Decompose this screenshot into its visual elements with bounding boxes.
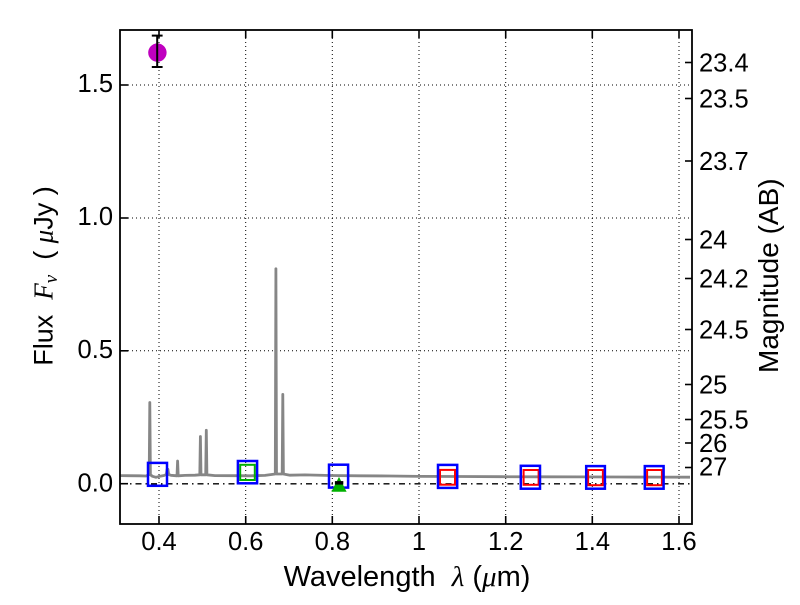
svg-text:0.0: 0.0	[78, 470, 113, 498]
svg-text:26: 26	[699, 430, 727, 458]
svg-text:23.4: 23.4	[699, 50, 749, 78]
svg-text:0.6: 0.6	[228, 528, 263, 556]
svg-text:1.4: 1.4	[575, 528, 610, 556]
svg-text:0.4: 0.4	[141, 528, 176, 556]
svg-text:Wavelength λ (μm): Wavelength λ (μm)	[284, 561, 531, 593]
svg-text:25: 25	[699, 372, 727, 400]
svg-text:23.7: 23.7	[699, 148, 749, 176]
svg-text:Magnitude (AB): Magnitude (AB)	[753, 178, 784, 373]
svg-text:1.0: 1.0	[78, 203, 113, 231]
svg-text:23.5: 23.5	[699, 86, 749, 114]
svg-text:1.2: 1.2	[488, 528, 523, 556]
svg-text:1.5: 1.5	[78, 70, 113, 98]
svg-text:1.6: 1.6	[661, 528, 696, 556]
svg-text:25.5: 25.5	[699, 407, 749, 435]
svg-text:0.5: 0.5	[78, 336, 113, 364]
svg-text:24.2: 24.2	[699, 266, 749, 294]
svg-text:24: 24	[699, 227, 727, 255]
svg-text:1: 1	[412, 528, 426, 556]
svg-text:24.5: 24.5	[699, 317, 749, 345]
svg-text:0.8: 0.8	[315, 528, 350, 556]
svg-text:27: 27	[699, 454, 727, 482]
